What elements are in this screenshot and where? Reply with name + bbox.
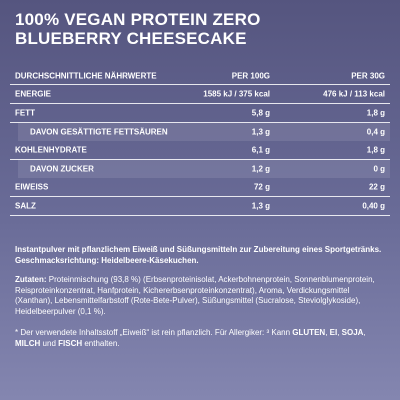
row-label: DAVON GESÄTTIGTE FETTSÄUREN [30,127,168,137]
row-label: DAVON ZUCKER [30,164,94,174]
title-line: BLUEBERRY CHEESECAKE [15,29,247,48]
value-per-30g: 1,8 g [366,108,385,118]
value-per-30g: 0,40 g [362,201,385,211]
table-header: DURCHSCHNITTLICHE NÄHRWERTE PER 100G PER… [10,68,390,85]
value-per-100g: 1,2 g [251,164,270,174]
intro-text: Instantpulver mit pflanzlichem Eiweiß un… [15,245,382,265]
ingredients: Zutaten: Proteinmischung (93,8 %) (Erbse… [15,275,387,317]
header-cell: DURCHSCHNITTLICHE NÄHRWERTE [15,71,157,81]
text-segment: Zutaten: [15,275,47,284]
value-per-100g: 5,8 g [251,108,270,118]
value-per-100g: 1,3 g [251,201,270,211]
text-segment: SOJA [341,328,364,337]
text-segment: , [325,328,330,337]
text-segment: GLUTEN [292,328,326,337]
value-per-100g: 1,3 g [251,127,270,137]
table-row: DAVON ZUCKER 1,2 g 0 g [18,160,390,178]
text-segment: * Der verwendete Inhaltsstoff „Eiweiß“ i… [15,328,293,337]
text-segment: Proteinmischung (93,8 %) (Erbsenproteini… [15,275,375,316]
text-segment: enthalten. [82,338,120,348]
text-segment: MILCH [15,338,41,348]
header-cell: PER 30G [351,71,385,81]
table-row: KOHLENHYDRATE 6,1 g 1,8 g [10,141,390,160]
row-label: ENERGIE [15,89,52,99]
title-line: 100% VEGAN PROTEIN ZERO [15,10,261,29]
table-row: FETT 5,8 g 1,8 g [10,104,390,123]
text-segment: FISCH [58,338,83,348]
table-row: DAVON GESÄTTIGTE FETTSÄUREN 1,3 g 0,4 g [18,123,390,141]
value-per-100g: 72 g [253,182,270,192]
header-cell: PER 100G [231,71,270,81]
value-per-30g: 1,8 g [366,145,385,155]
footnote: * Der verwendete Inhaltsstoff „Eiweiß“ i… [15,328,387,349]
table-row: SALZ 1,3 g 0,40 g [10,197,390,216]
row-label: KOHLENHYDRATE [15,145,87,155]
text-segment: EI [329,328,338,337]
value-per-30g: 0,4 g [366,127,385,137]
table-row: ENERGIE 1585 kJ / 375 kcal 476 kJ / 113 kc… [10,85,390,104]
title: 100% VEGAN PROTEIN ZERO BLUEBERRY CHEESE… [15,10,261,48]
text-segment: , [363,328,366,337]
text-segment: , [337,328,342,337]
value-per-100g: 1585 kJ / 375 kcal [203,89,270,99]
value-per-100g: 6,1 g [251,145,270,155]
table-row: EIWEISS 72 g 22 g [10,178,390,197]
row-label: EIWEISS [15,182,49,192]
row-label: SALZ [15,201,36,211]
value-per-30g: 22 g [368,182,385,192]
value-per-30g: 0 g [373,164,385,174]
value-per-30g: 476 kJ / 113 kcal [323,89,385,99]
row-label: FETT [15,108,35,118]
text-segment: und [40,338,59,348]
nutrition-table: DURCHSCHNITTLICHE NÄHRWERTE PER 100G PER… [10,68,390,216]
